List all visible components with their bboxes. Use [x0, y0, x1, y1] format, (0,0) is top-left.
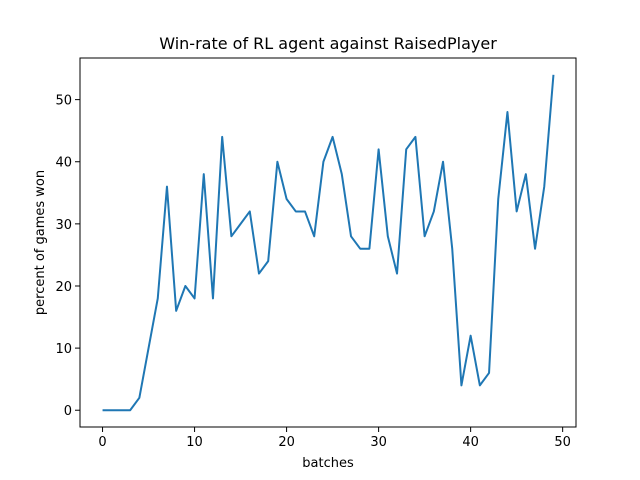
y-tick-label: 0 [64, 404, 72, 419]
x-tick-label: 40 [462, 435, 479, 450]
y-tick-label: 20 [55, 280, 72, 295]
plot-area [102, 74, 555, 412]
y-tick-label: 50 [55, 94, 72, 109]
x-axis-ticks: 0 10 20 30 40 50 [98, 427, 571, 450]
y-tick-label: 40 [55, 156, 72, 171]
axes-frame [79, 57, 577, 428]
x-tick-label: 20 [278, 435, 295, 450]
x-tick-label: 0 [98, 435, 106, 450]
y-tick-label: 30 [55, 218, 72, 233]
y-axis-label: percent of games won [33, 170, 48, 315]
x-tick-label: 30 [370, 435, 387, 450]
y-tick-label: 10 [55, 342, 72, 357]
chart-title: Win-rate of RL agent against RaisedPlaye… [159, 34, 497, 53]
y-axis-ticks: 0 10 20 30 40 50 [55, 94, 80, 419]
x-tick-label: 50 [554, 435, 571, 450]
series-line-0 [102, 74, 555, 412]
x-axis-label: batches [302, 456, 354, 471]
x-tick-label: 10 [186, 435, 203, 450]
